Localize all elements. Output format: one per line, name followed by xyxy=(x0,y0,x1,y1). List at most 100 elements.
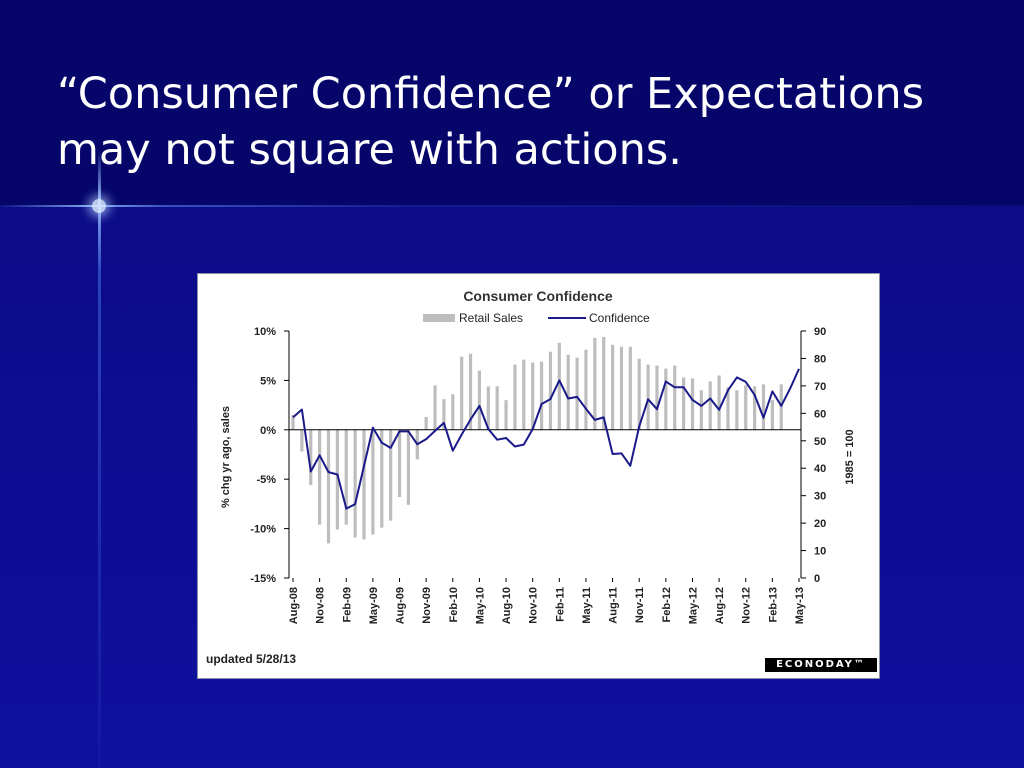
right-tick-label: 60 xyxy=(814,408,826,420)
retail-sales-bar xyxy=(717,375,721,430)
retail-sales-bar xyxy=(353,429,357,538)
x-tick-label: May-12 xyxy=(688,587,700,624)
retail-sales-bar xyxy=(753,386,757,430)
retail-sales-bar xyxy=(566,354,570,430)
x-tick-label: May-13 xyxy=(794,587,806,624)
retail-sales-bar xyxy=(628,346,632,430)
retail-sales-bar xyxy=(451,394,455,430)
retail-sales-bar xyxy=(690,378,695,430)
slide-title: “Consumer Confidence” or Expectations ma… xyxy=(57,66,997,178)
retail-sales-bar xyxy=(335,429,339,530)
retail-sales-bar xyxy=(744,385,748,430)
x-tick-label: Nov-12 xyxy=(741,587,753,624)
retail-sales-bar xyxy=(344,429,348,525)
decorative-cross-glow xyxy=(92,199,106,213)
retail-sales-bar xyxy=(681,377,686,430)
retail-sales-bar xyxy=(699,390,703,430)
retail-sales-bar xyxy=(522,359,526,430)
retail-sales-bar xyxy=(610,344,615,430)
retail-sales-bar xyxy=(362,429,366,540)
slide-title-line-1: “Consumer Confidence” or Expectations xyxy=(57,69,925,119)
retail-sales-bar xyxy=(513,364,517,430)
right-tick-label: 10 xyxy=(814,546,826,558)
retail-sales-bar xyxy=(531,362,535,430)
decorative-horizontal-line xyxy=(0,205,1024,207)
retail-sales-bar xyxy=(326,429,331,544)
left-axis-label: % chg yr ago, sales xyxy=(220,406,232,508)
retail-sales-bar xyxy=(770,400,774,430)
right-tick-label: 0 xyxy=(814,573,820,585)
retail-sales-bar xyxy=(673,365,677,430)
left-tick-label: -10% xyxy=(250,524,276,536)
retail-sales-bar xyxy=(486,386,490,430)
consumer-confidence-chart: Consumer Confidence Retail Sales Confide… xyxy=(206,288,856,666)
retail-sales-bar xyxy=(460,356,464,430)
plot-area: 10% 5% 0% -5% -10% -15% 90 80 70 60 50 40 30 20 10 0 Aug… xyxy=(250,326,826,624)
x-tick-label: Feb-13 xyxy=(767,587,779,622)
right-tick-label: 20 xyxy=(814,518,826,530)
retail-sales-bar xyxy=(708,381,712,430)
confidence-line xyxy=(292,368,800,510)
retail-sales-bar xyxy=(575,357,579,430)
x-tick-label: Aug-12 xyxy=(714,587,726,624)
right-tick-label: 80 xyxy=(814,353,826,365)
right-tick-label: 50 xyxy=(814,436,826,448)
retail-sales-bar xyxy=(380,429,384,528)
x-tick-label: May-09 xyxy=(368,587,380,624)
x-tick-label: Nov-10 xyxy=(528,587,540,624)
x-tick-label: May-11 xyxy=(581,587,593,624)
retail-sales-bar xyxy=(397,429,402,497)
retail-sales-bar xyxy=(548,351,553,430)
legend-bar-swatch xyxy=(423,314,455,322)
legend-line-label: Confidence xyxy=(589,311,650,325)
x-tick-label: Aug-11 xyxy=(608,587,620,624)
retail-sales-bar xyxy=(291,414,295,430)
left-tick-label: -5% xyxy=(256,474,276,486)
retail-sales-bar xyxy=(557,342,561,430)
retail-sales-bar xyxy=(495,386,499,430)
x-tick-label: Feb-09 xyxy=(341,587,353,622)
retail-sales-bar xyxy=(309,429,313,486)
retail-sales-bar xyxy=(300,429,304,452)
x-tick-label: Aug-08 xyxy=(288,587,300,624)
retail-sales-bar xyxy=(584,349,588,430)
left-tick-label: -15% xyxy=(250,573,276,585)
left-tick-label: 0% xyxy=(260,425,276,437)
retail-sales-bar xyxy=(389,429,393,521)
retail-sales-bar xyxy=(318,429,322,525)
retail-sales-bar xyxy=(646,364,650,430)
updated-footnote: updated 5/28/13 xyxy=(206,652,296,666)
retail-sales-bar xyxy=(433,385,437,430)
legend-bar-label: Retail Sales xyxy=(459,311,523,325)
right-tick-label: 30 xyxy=(814,491,826,503)
x-tick-label: Feb-10 xyxy=(448,587,460,622)
right-tick-label: 40 xyxy=(814,463,826,475)
right-tick-label: 70 xyxy=(814,381,826,393)
retail-sales-bar xyxy=(779,384,783,430)
title-band xyxy=(0,0,1024,206)
retail-sales-bar xyxy=(468,353,473,430)
retail-sales-bar xyxy=(477,370,482,430)
right-tick-label: 90 xyxy=(814,326,826,338)
retail-sales-bar xyxy=(371,429,375,535)
chart-card: Consumer Confidence Retail Sales Confide… xyxy=(197,273,880,679)
x-tick-label: May-10 xyxy=(474,587,486,624)
retail-sales-bar xyxy=(406,429,411,505)
x-tick-label: Aug-10 xyxy=(501,587,513,624)
right-axis-label: 1985 = 100 xyxy=(844,429,856,484)
x-tick-label: Aug-09 xyxy=(395,587,407,624)
left-tick-label: 5% xyxy=(260,375,276,387)
retail-sales-bar xyxy=(539,361,544,430)
retail-sales-bar xyxy=(761,384,766,430)
x-tick-label: Feb-12 xyxy=(661,587,673,622)
retail-sales-bar xyxy=(726,387,730,430)
x-tick-label: Nov-08 xyxy=(315,587,327,624)
retail-sales-bar xyxy=(664,368,668,430)
decorative-vertical-line xyxy=(98,150,101,768)
econoday-logo: ECONODAY™ xyxy=(765,658,877,672)
retail-sales-bar xyxy=(602,336,606,430)
chart-title: Consumer Confidence xyxy=(463,288,613,304)
x-tick-label: Nov-09 xyxy=(421,587,433,624)
x-tick-label: Nov-11 xyxy=(634,587,646,623)
left-tick-label: 10% xyxy=(254,326,276,338)
